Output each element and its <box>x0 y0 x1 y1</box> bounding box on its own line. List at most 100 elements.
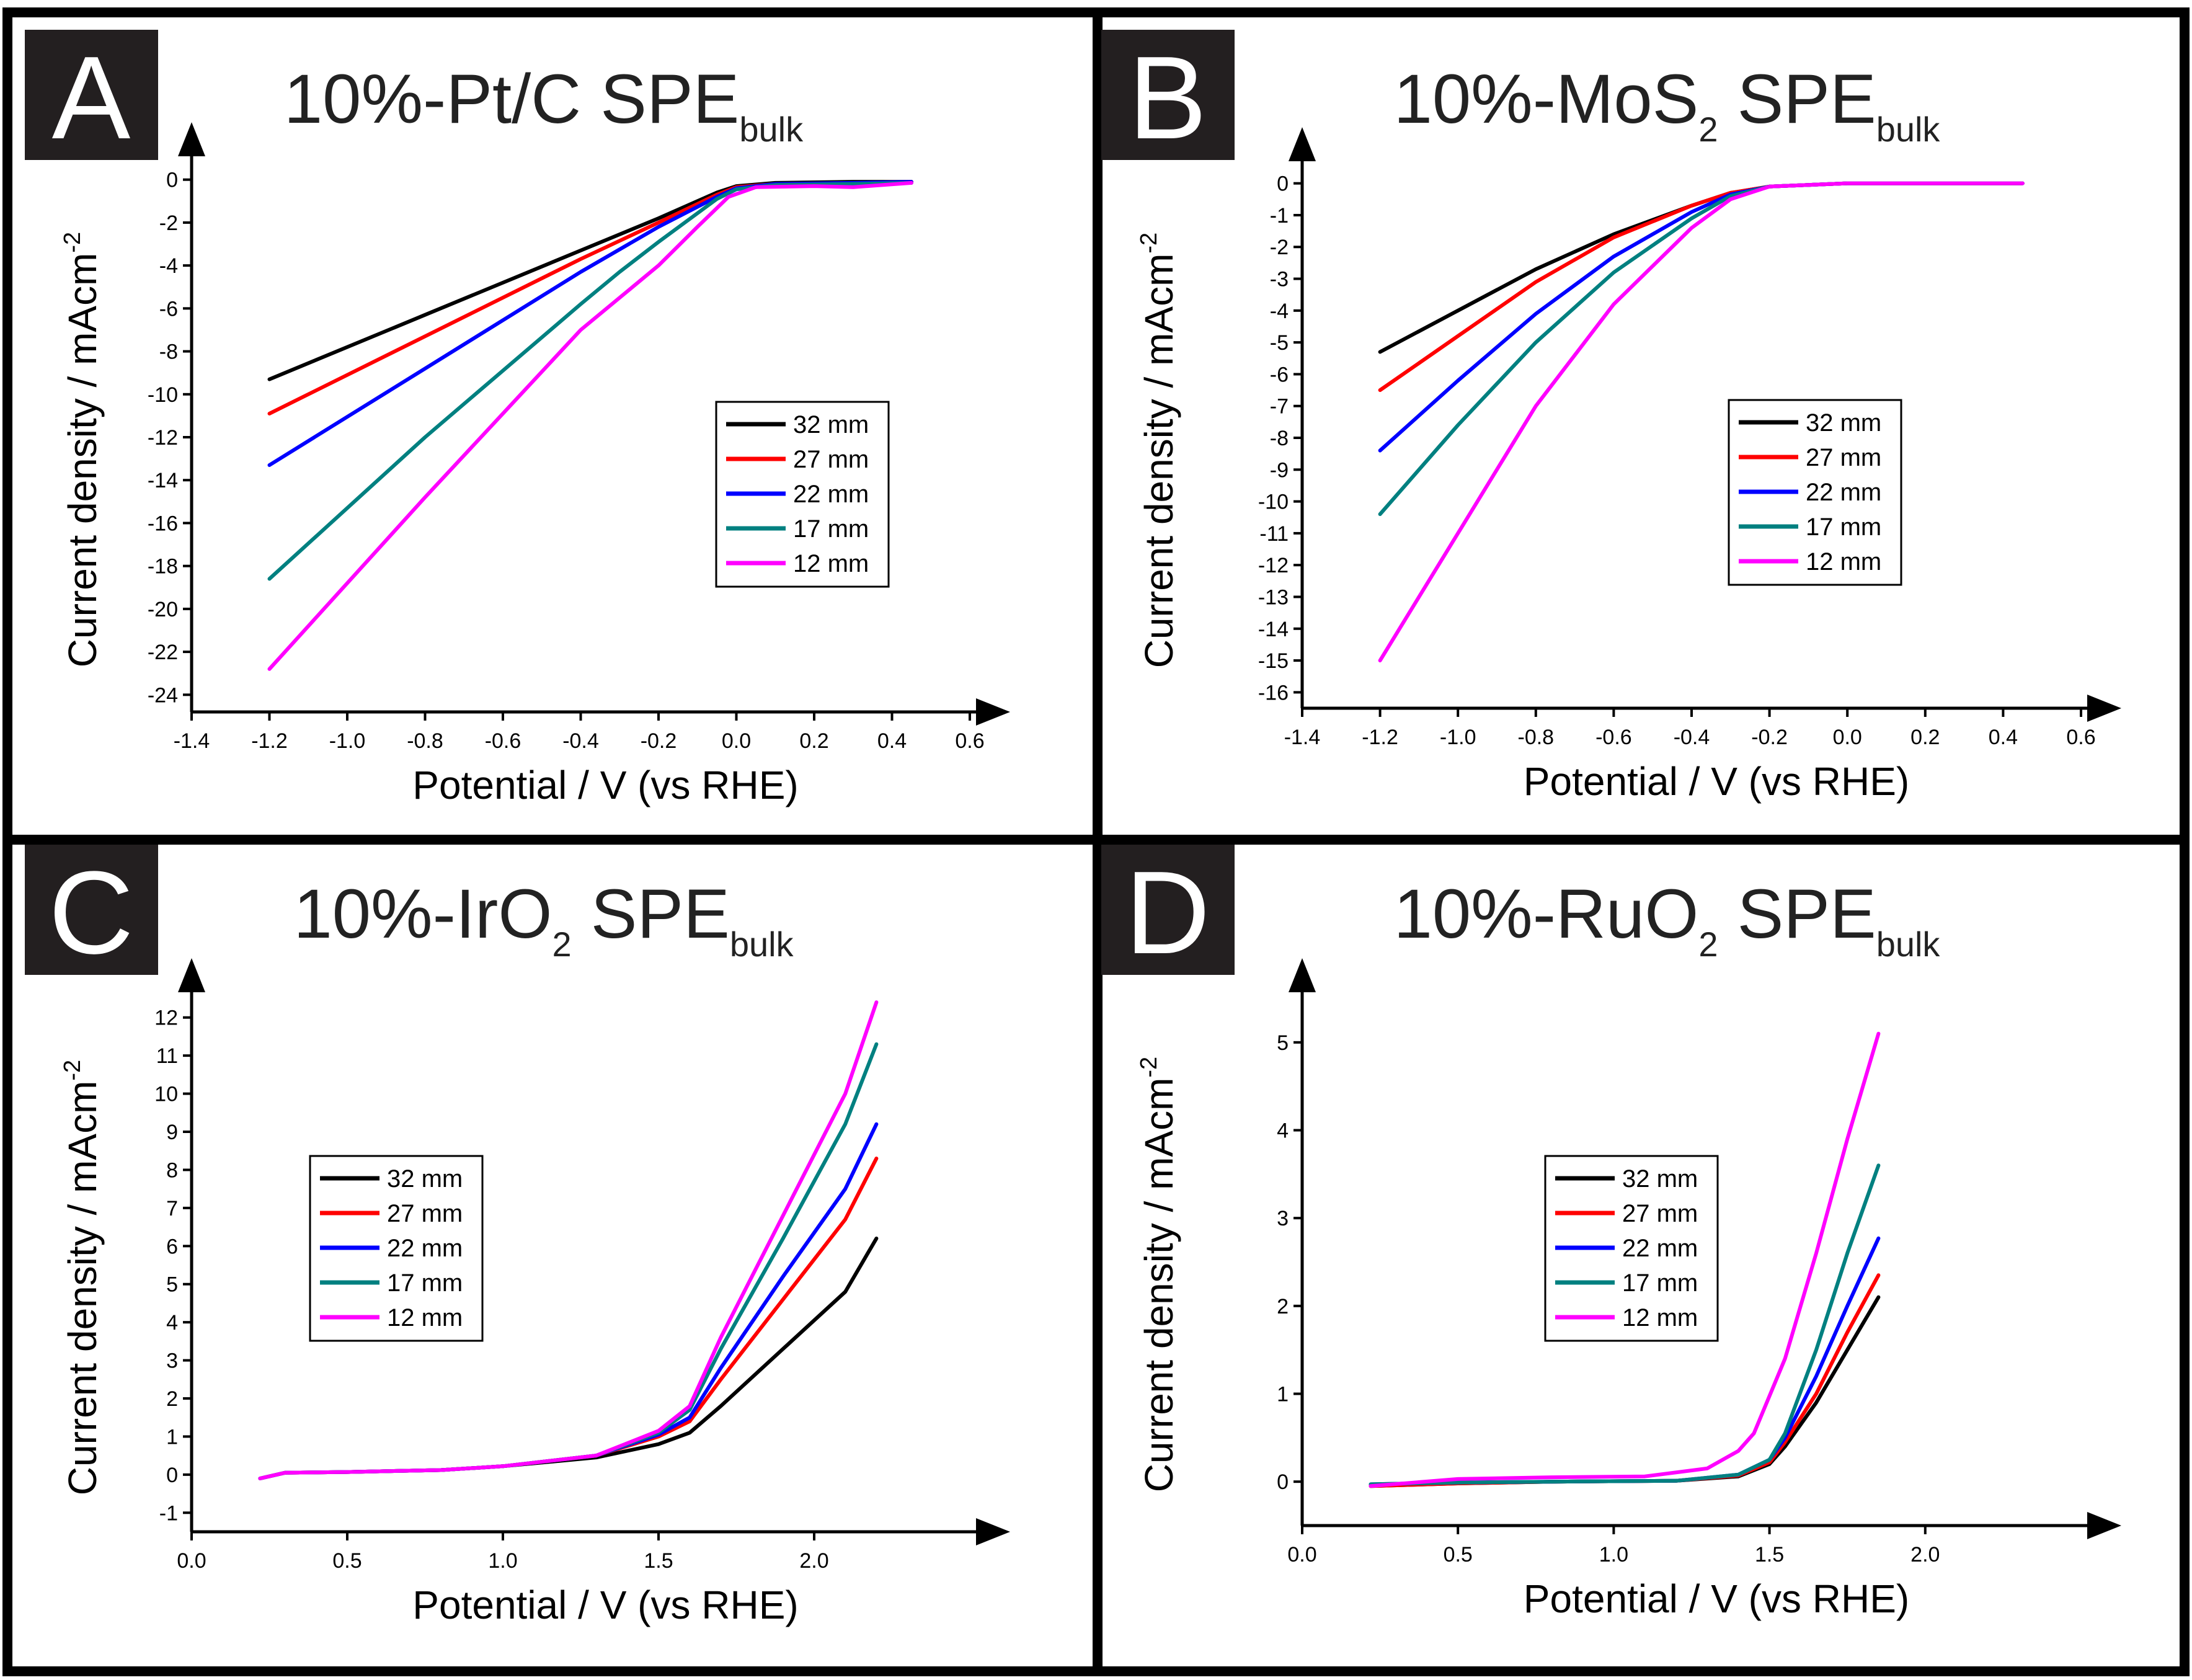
y-tick-label: 12 <box>154 1007 178 1030</box>
legend-entry: 17 mm <box>387 1269 463 1297</box>
y-axis-arrow <box>178 958 205 992</box>
legend-entry: 32 mm <box>793 411 869 438</box>
y-tick-label: 5 <box>1277 1031 1289 1055</box>
chart-title: 10%-RuO2 SPEbulk <box>1394 875 1941 964</box>
chart-panel-a: A 10%-Pt/C SPEbulk -1.4 -1.2 -1.0 -0.8 -0.6 -0.… <box>25 30 1010 807</box>
title-chem-subscript: 2 <box>552 925 571 964</box>
title-subscript: bulk <box>730 925 794 964</box>
x-tick-label: 0.0 <box>177 1549 206 1573</box>
legend: 32 mm 27 mm 22 mm 17 mm 12 mm <box>1728 399 1902 586</box>
x-tick-label: -0.2 <box>1751 726 1788 749</box>
legend-entry: 32 mm <box>387 1165 463 1193</box>
legend-entry: 22 mm <box>1622 1235 1698 1262</box>
y-tick-label: 4 <box>1277 1119 1289 1143</box>
x-axis-label: Potential / V (vs RHE) <box>1524 759 1909 804</box>
x-tick-label: -1.2 <box>1362 726 1398 749</box>
y-tick-label: -20 <box>148 598 178 621</box>
x-axis-arrow <box>976 698 1010 726</box>
legend-entry: 12 mm <box>1806 548 1881 576</box>
x-tick-label: 0.0 <box>1287 1543 1316 1567</box>
y-tick-label: -5 <box>1270 331 1289 355</box>
y-tick-label: 3 <box>166 1349 178 1373</box>
legend-entry: 22 mm <box>793 481 869 508</box>
y-axis-label-main: Current density / mAcm <box>60 253 105 668</box>
x-tick-label: -0.4 <box>562 729 599 753</box>
x-tick-label: 1.5 <box>644 1549 673 1573</box>
legend-entry: 27 mm <box>1622 1200 1698 1227</box>
y-axis-arrow <box>178 122 205 156</box>
y-tick-label: -2 <box>1270 236 1289 259</box>
title-subscript: bulk <box>1876 110 1941 149</box>
title-main: 10%-Pt/C SPE <box>284 60 740 138</box>
x-tick-label: 0.4 <box>1989 726 2018 749</box>
y-tick-label: -1 <box>1270 204 1289 228</box>
y-axis-label-superscript: -2 <box>60 232 86 253</box>
y-tick-label: 0 <box>1277 1470 1289 1494</box>
legend: 32 mm 27 mm 22 mm 17 mm 12 mm <box>309 1155 484 1342</box>
legend-entry: 17 mm <box>793 515 869 543</box>
x-tick-label: 0.2 <box>799 729 828 753</box>
title-subscript: bulk <box>1876 925 1941 964</box>
chart-panel-b: B 10%-MoS2 SPEbulk -1.4 -1.2 -1.0 -0.8 -0.6 -0.… <box>1101 30 2121 804</box>
x-axis-arrow <box>2087 1512 2121 1539</box>
y-axis-label-main: Current density / mAcm <box>60 1081 105 1496</box>
y-tick-label: -2 <box>159 211 178 235</box>
y-tick-label: 4 <box>166 1311 178 1335</box>
y-tick-label: -18 <box>148 555 178 579</box>
y-tick-label: 9 <box>166 1121 178 1144</box>
y-tick-label: -9 <box>1270 458 1289 482</box>
x-tick-label: 1.0 <box>488 1549 517 1573</box>
legend-entry: 17 mm <box>1622 1269 1698 1297</box>
panel-letter: D <box>1125 847 1210 979</box>
y-tick-label: -14 <box>1258 618 1289 641</box>
y-axis-label-main: Current density / mAcm <box>1137 1078 1181 1493</box>
panel-letter: B <box>1129 32 1207 164</box>
y-tick-label: -3 <box>1270 268 1289 291</box>
x-tick-label: 1.5 <box>1755 1543 1784 1567</box>
legend: 32 mm 27 mm 22 mm 17 mm 12 mm <box>1544 1155 1719 1342</box>
title-subscript: bulk <box>739 110 804 149</box>
x-tick-label: -0.6 <box>485 729 521 753</box>
x-tick-label: -0.4 <box>1674 726 1710 749</box>
y-axis-label: Current density / mAcm-2 <box>60 232 105 667</box>
chart-title: 10%-MoS2 SPEbulk <box>1394 60 1941 149</box>
y-tick-label: -6 <box>1270 363 1289 386</box>
y-tick-label: -16 <box>1258 681 1289 704</box>
x-tick-label: 0.6 <box>2066 726 2095 749</box>
y-tick-label: 6 <box>166 1235 178 1258</box>
y-tick-label: -1 <box>159 1501 178 1525</box>
x-axis-label: Potential / V (vs RHE) <box>412 763 798 807</box>
legend: 32 mm 27 mm 22 mm 17 mm 12 mm <box>715 401 890 588</box>
x-tick-label: 0.0 <box>1833 726 1862 749</box>
y-tick-label: -7 <box>1270 395 1289 419</box>
x-tick-label: 2.0 <box>799 1549 828 1573</box>
legend-entry: 32 mm <box>1806 409 1881 437</box>
x-axis-label: Potential / V (vs RHE) <box>1524 1576 1909 1621</box>
y-tick-label: 0 <box>166 1464 178 1487</box>
y-tick-label: -14 <box>148 469 178 492</box>
x-tick-label: -0.8 <box>407 729 443 753</box>
x-axis-arrow <box>2087 695 2121 722</box>
legend-entry: 17 mm <box>1806 513 1881 541</box>
y-tick-label: -12 <box>1258 554 1289 577</box>
x-tick-label: 1.0 <box>1599 1543 1628 1567</box>
series-line-12-mm <box>258 1000 879 1480</box>
x-tick-label: -1.4 <box>174 729 210 753</box>
y-tick-label: 2 <box>166 1387 178 1411</box>
panel-letter-badge <box>1101 845 1235 975</box>
y-tick-label: 2 <box>1277 1295 1289 1318</box>
y-tick-label: -8 <box>1270 427 1289 450</box>
x-tick-label: -1.2 <box>251 729 288 753</box>
y-axis-label-superscript: -2 <box>60 1060 86 1081</box>
y-tick-label: -24 <box>148 683 178 707</box>
title-chem-subscript: 2 <box>1698 110 1718 149</box>
panel-letter-badge <box>1101 30 1235 160</box>
series-line-17-mm <box>1369 1163 1881 1487</box>
legend-entry: 27 mm <box>387 1200 463 1227</box>
x-tick-label: 0.2 <box>1910 726 1940 749</box>
panel-letter-badge <box>25 30 158 160</box>
legend-entry: 12 mm <box>1622 1304 1698 1331</box>
